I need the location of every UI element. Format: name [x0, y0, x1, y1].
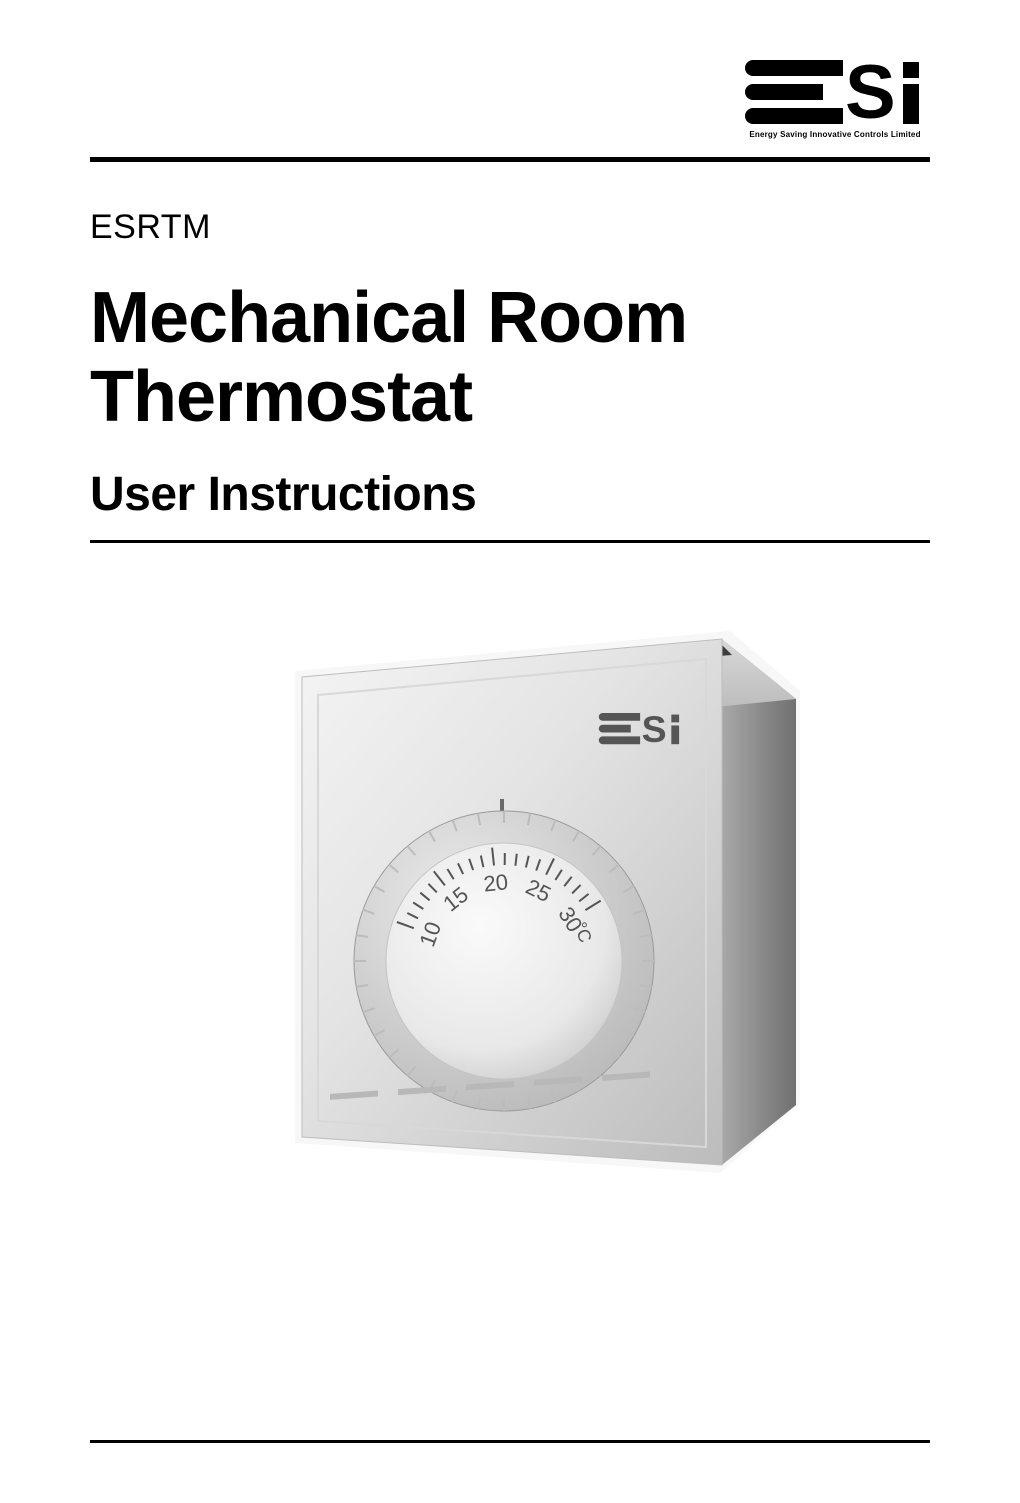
document-subtitle: User Instructions: [90, 467, 930, 522]
thermostat-illustration: S: [200, 603, 820, 1193]
product-illustration-area: S: [90, 603, 930, 1193]
brand-logo-mark: S: [740, 60, 930, 124]
top-rule: [90, 157, 930, 162]
brand-tagline: Energy Saving Innovative Controls Limite…: [740, 130, 930, 139]
model-code: ESRTM: [90, 208, 930, 247]
subtitle-rule: [90, 540, 930, 543]
title-line-1: Mechanical Room: [90, 278, 687, 358]
esi-logo-svg: S: [745, 60, 925, 124]
document-title: Mechanical Room Thermostat: [90, 279, 930, 437]
bottom-rule: [90, 1440, 930, 1443]
svg-text:S: S: [845, 60, 893, 124]
brand-logo: S Energy Saving Innovative Controls Limi…: [740, 60, 930, 139]
brand-logo-area: S Energy Saving Innovative Controls Limi…: [90, 60, 930, 157]
svg-text:S: S: [642, 708, 667, 750]
title-line-2: Thermostat: [90, 357, 472, 437]
svg-text:20: 20: [482, 870, 509, 897]
